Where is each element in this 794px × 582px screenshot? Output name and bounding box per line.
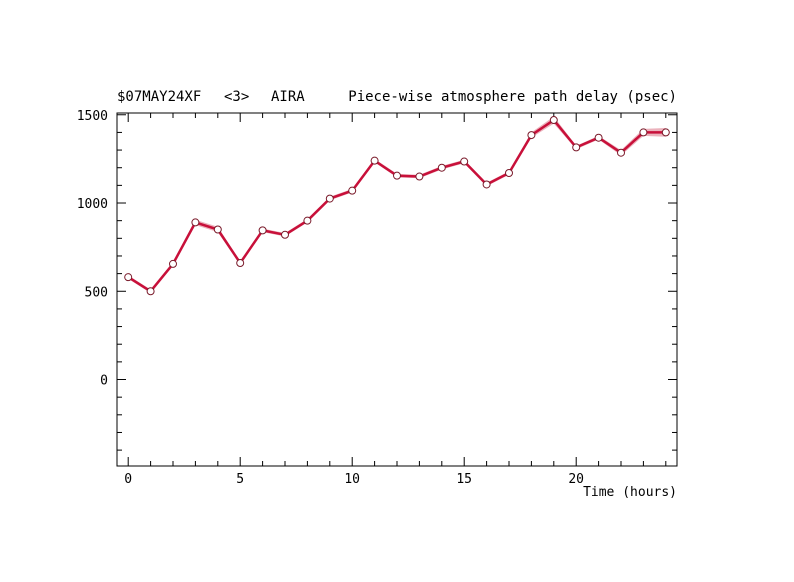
channel-label: <3>	[224, 89, 249, 105]
data-point	[146, 287, 155, 296]
data-point	[191, 218, 200, 227]
data-point	[303, 216, 312, 225]
data-point	[527, 131, 536, 140]
series-line-layer	[127, 118, 666, 293]
data-point	[437, 163, 446, 172]
experiment-label: $07MAY24XF	[117, 89, 201, 105]
data-point	[460, 157, 469, 166]
y-tick-label: 1500	[77, 109, 108, 124]
data-point	[325, 194, 334, 203]
data-point	[281, 230, 289, 239]
data-point	[213, 225, 222, 234]
x-tick-label: 15	[456, 472, 472, 487]
y-tick-label: 0	[100, 374, 108, 389]
data-point	[639, 128, 648, 137]
y-tick-label: 500	[85, 285, 108, 300]
data-points	[124, 116, 670, 296]
x-tick-label: 0	[124, 472, 132, 487]
x-axis-title: Time (hours)	[583, 485, 677, 500]
tick-labels: 0 5 10 15 20 0 500 1000 1500	[77, 109, 584, 487]
data-point	[505, 169, 513, 178]
data-point	[348, 186, 357, 195]
x-tick-label: 20	[568, 472, 584, 487]
series-line	[127, 118, 666, 293]
data-point	[169, 259, 177, 268]
data-point	[236, 259, 245, 268]
data-point	[549, 116, 558, 125]
data-point	[124, 273, 133, 282]
x-tick-label: 10	[344, 472, 360, 487]
data-point	[393, 171, 401, 180]
data-point	[415, 172, 424, 181]
station-label: AIRA	[271, 89, 305, 105]
y-tick-label: 1000	[77, 197, 108, 212]
data-point	[258, 226, 267, 235]
axis-ticks	[117, 113, 677, 466]
data-point	[594, 133, 603, 142]
data-point	[572, 143, 581, 152]
chart-title: Piece-wise atmosphere path delay (psec)	[348, 89, 677, 105]
data-point	[482, 180, 491, 189]
plot-frame	[116, 112, 678, 467]
data-point	[617, 148, 625, 157]
data-point	[370, 156, 379, 165]
x-tick-label: 5	[236, 472, 244, 487]
data-point	[661, 128, 670, 137]
